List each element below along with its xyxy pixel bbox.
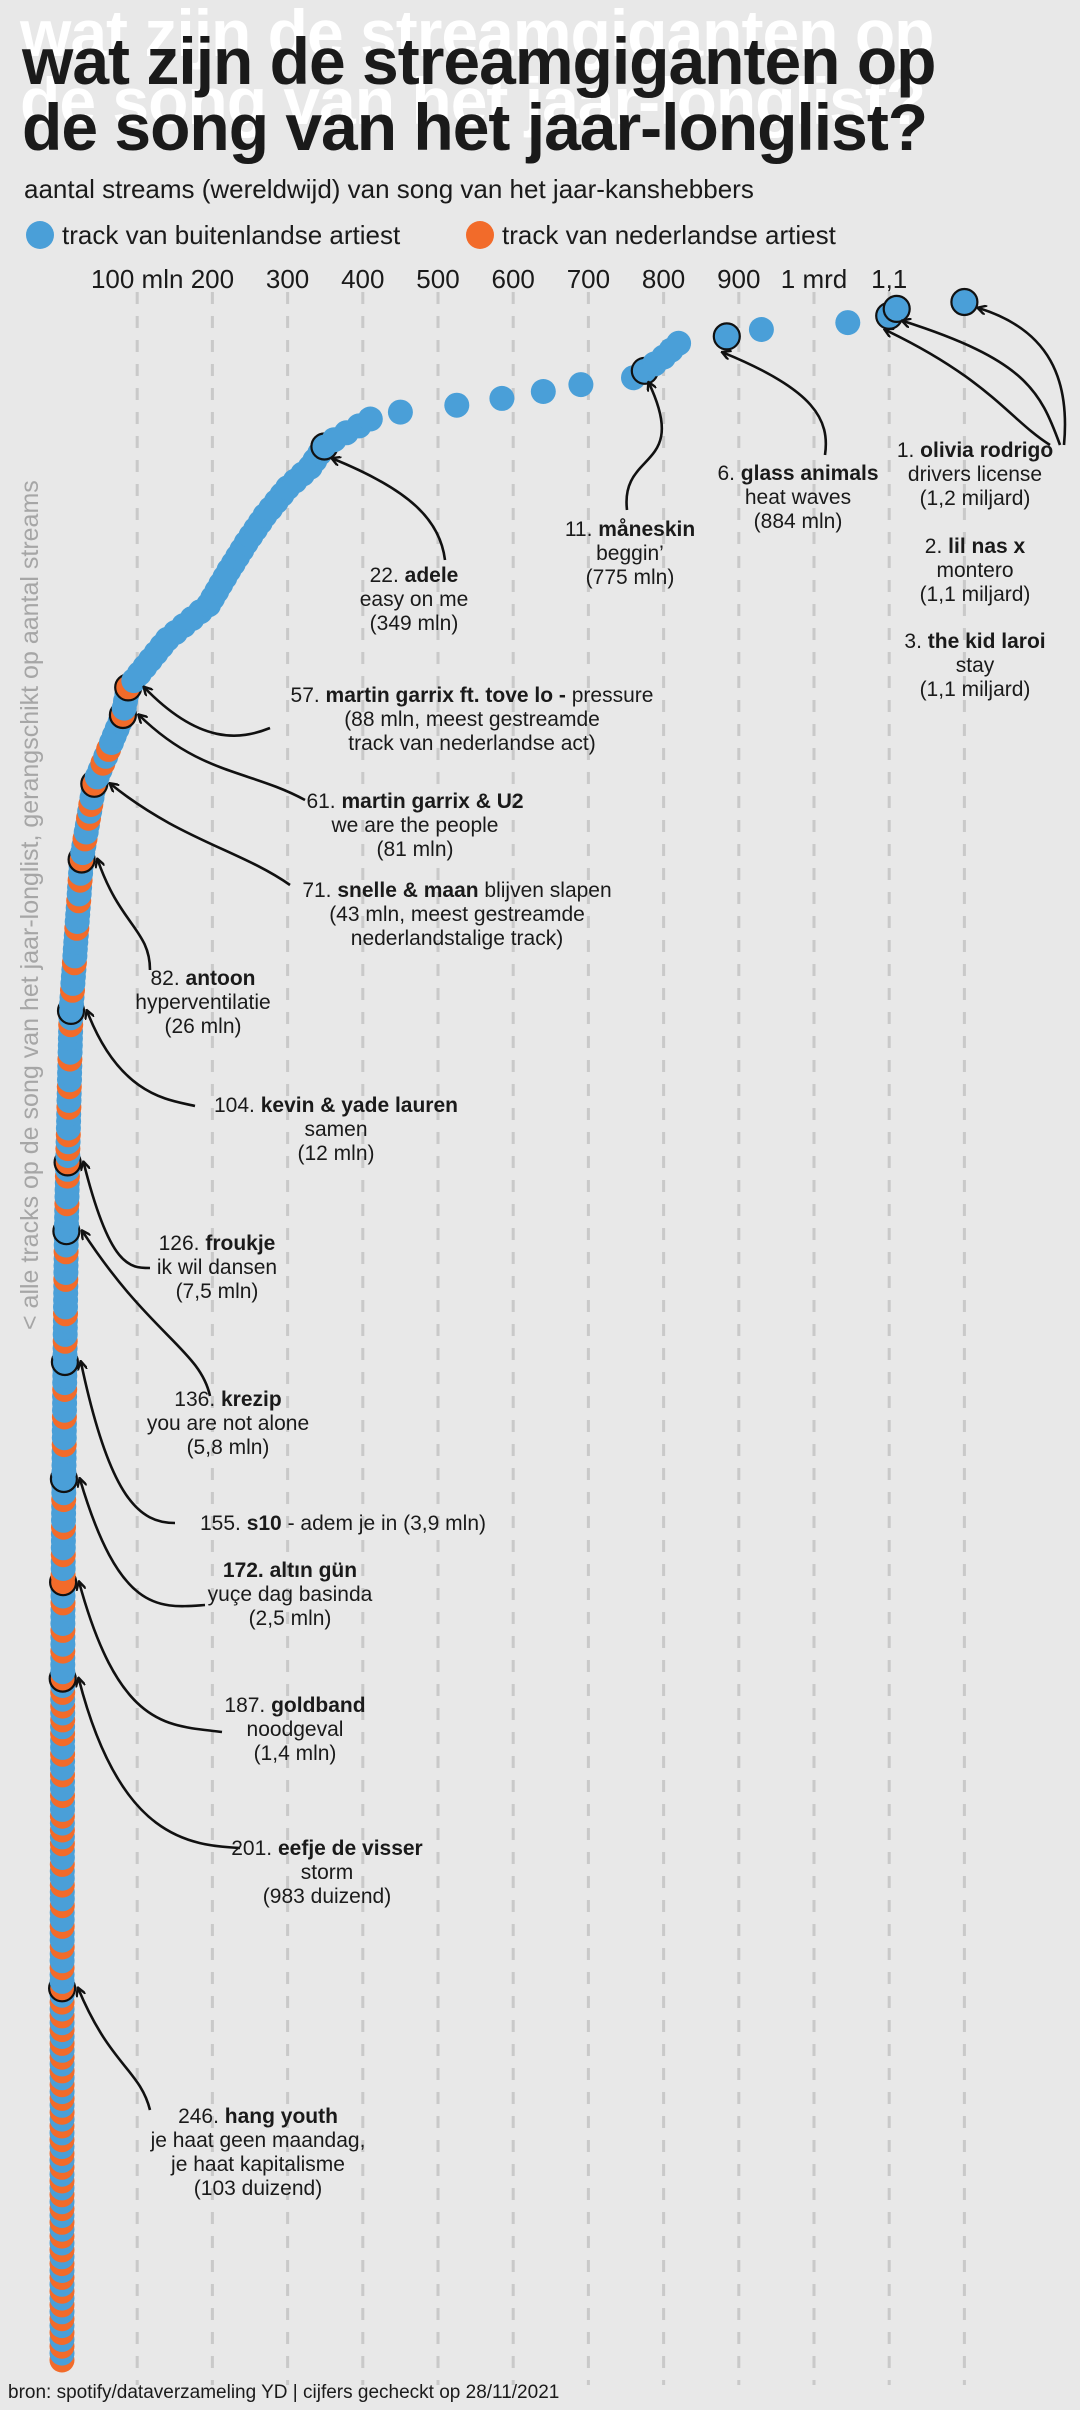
annotation-rank-6: 6. glass animals heat waves (884 mln) xyxy=(717,462,878,533)
legend-foreign-dot xyxy=(26,221,54,249)
highlight-point-rank-2 xyxy=(882,294,911,323)
chart-title: wat zijn de streamgiganten op de song va… xyxy=(19,0,936,164)
legend-dutch-dot xyxy=(466,221,494,249)
annotation-rank-11: 11. måneskin beggin’ (775 mln) xyxy=(565,518,695,589)
x-tick-1100: 1,1 xyxy=(871,264,907,294)
source-note: bron: spotify/dataverzameling YD | cijfe… xyxy=(8,2382,559,2403)
annotation-rank-136: 136. krezip you are not alone (5,8 mln) xyxy=(147,1388,309,1459)
arrow-rank-155 xyxy=(81,1362,176,1525)
annotation-rank-246: 246. hang youth je haat geen maandag, je h… xyxy=(150,2105,366,2200)
arrow-rank-11 xyxy=(625,383,664,511)
arrow-rank-136 xyxy=(82,1231,212,1397)
arrow-rank-82 xyxy=(98,860,152,971)
annotation-rank-57: 57. martin garrix ft. tove lo - pressure… xyxy=(291,684,654,755)
title-line1: wat zijn de streamgiganten op xyxy=(21,24,935,98)
arrow-rank-57 xyxy=(144,687,271,737)
annotation-rank-104: 104. kevin & yade lauren samen (12 mln) xyxy=(214,1094,458,1165)
x-tick-300: 300 xyxy=(266,264,309,294)
annotation-rank-201: 201. eefje de visser storm (983 duizend) xyxy=(231,1837,422,1908)
data-point xyxy=(489,385,515,411)
chart-subtitle: aantal streams (wereldwijd) van song van… xyxy=(24,174,754,204)
arrow-rank-1 xyxy=(978,308,1067,446)
legend-dutch-label: track van nederlandse artiest xyxy=(502,220,837,250)
data-point xyxy=(748,317,774,342)
annotation-rank-1: 1. olivia rodrigo drivers license (1,2 mil… xyxy=(897,439,1053,510)
legend-foreign-label: track van buitenlandse artiest xyxy=(62,220,401,250)
arrow-rank-3 xyxy=(885,330,1051,447)
data-point xyxy=(835,310,861,336)
x-tick-600: 600 xyxy=(492,264,535,294)
annotation-rank-61: 61. martin garrix & U2 we are the people(… xyxy=(306,790,523,861)
gridlines xyxy=(135,292,966,2385)
annotation-rank-2: 2. lil nas x montero (1,1 miljard) xyxy=(920,535,1031,606)
data-point xyxy=(387,399,413,425)
x-tick-1000: 1 mrd xyxy=(781,264,847,294)
highlight-point-rank-1 xyxy=(950,287,979,317)
x-tick-100: 100 mln xyxy=(91,264,184,294)
annotation-rank-3: 3. the kid laroi stay (1,1 miljard) xyxy=(904,630,1045,701)
data-point xyxy=(568,372,594,398)
arrow-rank-71 xyxy=(110,784,291,887)
annotation-rank-172: 172. altın gün yuçe dag basinda (2,5 mln) xyxy=(208,1559,373,1630)
annotation-arrows xyxy=(78,308,1067,2111)
data-point xyxy=(666,330,692,356)
annotation-rank-82: 82. antoon hyperventilatie (26 mln) xyxy=(135,967,270,1038)
arrow-rank-61 xyxy=(139,715,306,802)
arrow-rank-172 xyxy=(80,1479,206,1608)
annotation-rank-22: 22. adele easy on me (349 mln) xyxy=(360,564,469,635)
annotation-rank-155: 155. s10 - adem je in (3,9 mln) xyxy=(200,1512,486,1535)
arrow-rank-126 xyxy=(84,1162,151,1270)
x-tick-900: 900 xyxy=(717,264,760,294)
x-tick-500: 500 xyxy=(416,264,459,294)
title-ghost-line2: de song van het jaar-longlist? xyxy=(20,64,925,138)
annotation-rank-126: 126. froukje ik wil dansen (7,5 mln) xyxy=(157,1232,277,1303)
arrow-rank-6 xyxy=(723,352,828,456)
y-axis-label: < alle tracks op de song van het jaar-lo… xyxy=(16,480,44,1330)
legend: track van buitenlandse artiest track van… xyxy=(26,220,837,250)
data-point xyxy=(530,379,556,404)
x-tick-700: 700 xyxy=(567,264,610,294)
x-tick-800: 800 xyxy=(642,264,685,294)
arrow-rank-201 xyxy=(79,1679,241,1850)
data-point xyxy=(444,392,470,418)
title-ghost-line1: wat zijn de streamgiganten op xyxy=(19,0,933,70)
arrow-rank-246 xyxy=(78,1988,152,2111)
highlight-point-rank-6 xyxy=(712,322,741,351)
data-point xyxy=(357,406,383,432)
annotations: 1. olivia rodrigo drivers license (1,2 mil… xyxy=(135,439,1053,2200)
arrow-rank-187 xyxy=(79,1582,223,1734)
annotation-rank-187: 187. goldband noodgeval (1,4 mln) xyxy=(224,1694,365,1765)
arrow-rank-22 xyxy=(332,459,447,561)
arrow-rank-2 xyxy=(903,321,1062,446)
annotation-rank-71: 71. snelle & maan blijven slapen (43 mln,… xyxy=(302,879,611,950)
data-points xyxy=(47,287,979,2373)
title-line2: de song van het jaar-longlist? xyxy=(22,90,927,164)
arrow-rank-104 xyxy=(87,1011,196,1108)
x-tick-200: 200 xyxy=(191,264,234,294)
x-tick-400: 400 xyxy=(341,264,384,294)
x-tick-labels: 100 mln 200 300 400 500 600 700 800 900 1 mrd 1,1 xyxy=(91,264,907,294)
